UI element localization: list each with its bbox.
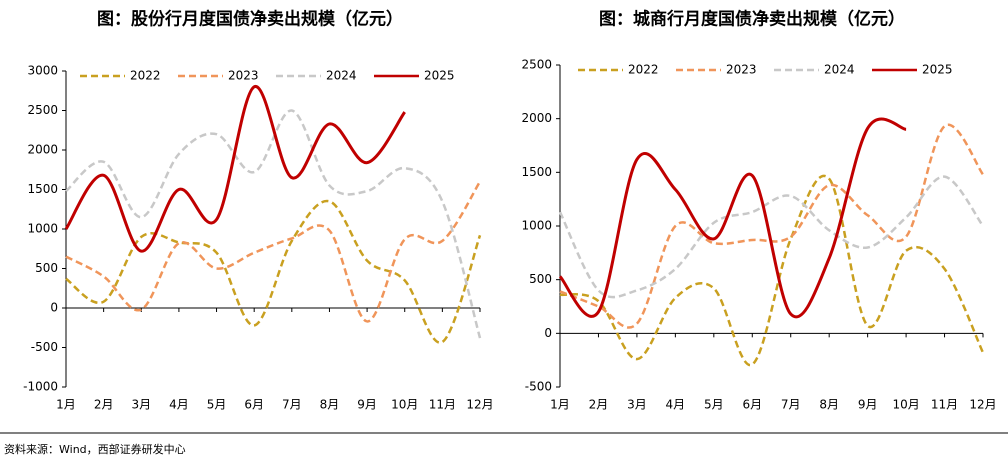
y-tick-label: 0: [50, 301, 58, 315]
x-tick-label: 7月: [282, 398, 302, 412]
x-tick-label: 10月: [391, 398, 418, 412]
x-tick-label: 5月: [704, 398, 724, 412]
x-tick-label: 6月: [742, 398, 762, 412]
x-tick-label: 10月: [892, 398, 919, 412]
legend-label: 2022: [130, 69, 161, 83]
y-tick-label: 1500: [27, 182, 58, 196]
x-tick-label: 3月: [131, 398, 151, 412]
x-tick-label: 1月: [56, 398, 76, 412]
series-line: [558, 175, 985, 299]
y-tick-label: 1000: [27, 222, 58, 236]
series-line: [64, 85, 406, 253]
legend-label: 2023: [228, 69, 259, 83]
x-tick-label: 12月: [969, 398, 996, 412]
x-tick-label: 6月: [244, 398, 264, 412]
y-tick-label: 2000: [27, 143, 58, 157]
legend-label: 2025: [922, 63, 953, 77]
x-tick-label: 2月: [589, 398, 609, 412]
x-tick-label: 8月: [819, 398, 839, 412]
x-tick-label: 4月: [666, 398, 686, 412]
x-tick-label: 11月: [931, 398, 958, 412]
x-tick-label: 4月: [169, 398, 189, 412]
series-line: [559, 123, 985, 329]
legend-label: 2024: [326, 69, 357, 83]
series-line: [559, 174, 985, 367]
x-tick-label: 9月: [858, 398, 878, 412]
x-tick-label: 5月: [207, 398, 227, 412]
legend-label: 2025: [424, 69, 455, 83]
y-tick-label: 3000: [27, 64, 58, 78]
y-tick-label: 2500: [521, 58, 552, 72]
series-line: [558, 117, 907, 319]
series-line: [65, 180, 482, 323]
y-tick-label: 0: [544, 326, 552, 340]
y-tick-label: -1000: [23, 380, 58, 394]
legend-label: 2022: [628, 63, 659, 77]
x-tick-label: 12月: [466, 398, 493, 412]
y-tick-label: -500: [525, 380, 552, 394]
source-note: 资料来源：Wind，西部证券研发中心: [4, 442, 186, 456]
x-tick-label: 9月: [357, 398, 377, 412]
x-tick-label: 3月: [627, 398, 647, 412]
y-tick-label: -500: [31, 340, 58, 354]
x-tick-label: 7月: [781, 398, 801, 412]
legend-label: 2024: [824, 63, 855, 77]
y-tick-label: 500: [35, 261, 58, 275]
x-tick-label: 1月: [550, 398, 570, 412]
chart-title: 图：股份行月度国债净卖出规模（亿元）: [97, 9, 403, 30]
legend-label: 2023: [726, 63, 757, 77]
x-tick-label: 2月: [94, 398, 114, 412]
chart-title: 图：城商行月度国债净卖出规模（亿元）: [599, 9, 905, 30]
y-tick-label: 1000: [521, 219, 552, 233]
x-tick-label: 8月: [320, 398, 340, 412]
series-line: [65, 109, 482, 339]
x-tick-label: 11月: [429, 398, 456, 412]
y-tick-label: 2000: [521, 111, 552, 125]
y-tick-label: 500: [529, 272, 552, 286]
y-tick-label: 1500: [521, 165, 552, 179]
series-line: [65, 200, 482, 344]
y-tick-label: 2500: [27, 103, 58, 117]
